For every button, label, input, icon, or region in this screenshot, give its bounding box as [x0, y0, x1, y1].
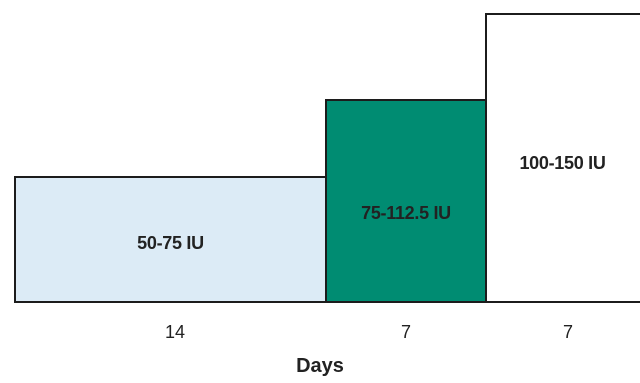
dose-step-3-label: 100-150 IU	[519, 153, 606, 173]
axis-title: Days	[296, 355, 344, 377]
dose-step-2: 75-112.5 IU	[325, 99, 487, 303]
dose-step-3: 100-150 IU	[485, 13, 640, 303]
duration-label-2: 7	[400, 322, 411, 342]
duration-label-3: 7	[562, 322, 573, 342]
duration-label-1: 14	[164, 322, 186, 342]
dose-step-1-label: 50-75 IU	[137, 233, 204, 253]
dose-step-2-label: 75-112.5 IU	[361, 203, 451, 223]
dose-step-1: 50-75 IU	[14, 176, 327, 303]
